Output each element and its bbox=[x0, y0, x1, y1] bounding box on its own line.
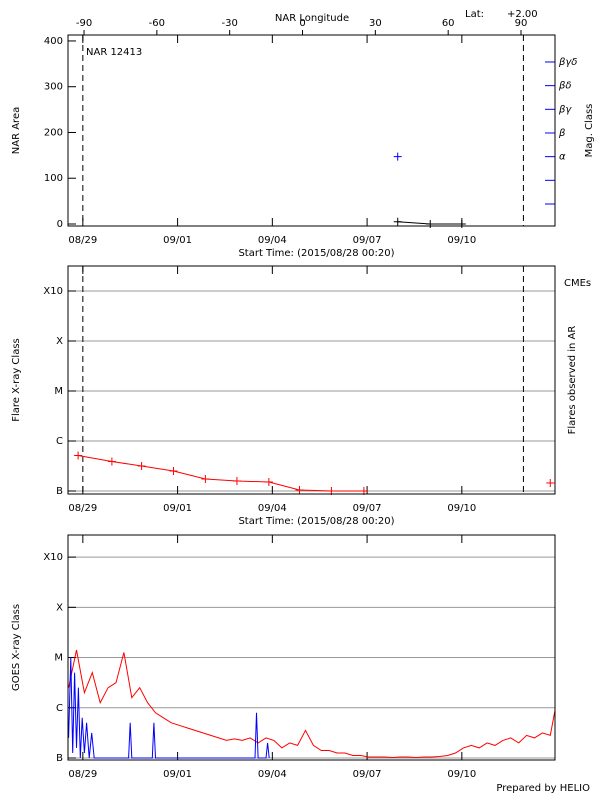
y-tick-label: 300 bbox=[44, 82, 63, 93]
marker bbox=[107, 457, 116, 466]
x-tick-label: 08/29 bbox=[68, 235, 97, 246]
x-tick-label: 09/01 bbox=[163, 235, 192, 246]
x2-axis-label: NAR Longitude bbox=[275, 13, 349, 24]
y2-tick-label: βγδ bbox=[558, 57, 577, 68]
y2-tick-label: β bbox=[558, 128, 566, 139]
x2-tick-label: -90 bbox=[76, 18, 92, 29]
y-tick-label: M bbox=[54, 653, 63, 664]
x2-tick-label: 30 bbox=[369, 18, 382, 29]
y-tick-label: C bbox=[56, 436, 63, 447]
x-tick-label: 09/01 bbox=[163, 769, 192, 780]
marker bbox=[232, 477, 241, 485]
y2-tick-label: βδ bbox=[558, 81, 572, 92]
y-tick-label: X bbox=[56, 336, 63, 347]
y-tick-label: 0 bbox=[57, 219, 63, 230]
x-tick-label: 09/04 bbox=[258, 503, 287, 514]
marker bbox=[457, 219, 466, 228]
series-line bbox=[78, 455, 364, 492]
y-axis-label: NAR Area bbox=[11, 107, 22, 154]
x-tick-label: 09/07 bbox=[353, 235, 382, 246]
marker bbox=[393, 152, 402, 161]
x2-tick-label: 60 bbox=[442, 18, 455, 29]
y-axis-label: GOES X-ray Class bbox=[11, 604, 22, 691]
x-tick-label: 09/07 bbox=[353, 769, 382, 780]
x-tick-label: 09/04 bbox=[258, 235, 287, 246]
y-tick-label: 200 bbox=[44, 127, 63, 138]
x-tick-label: 09/04 bbox=[258, 769, 287, 780]
marker bbox=[546, 479, 555, 487]
y-tick-label: M bbox=[54, 386, 63, 397]
y-tick-label: X bbox=[56, 602, 63, 613]
y-axis-label: Flare X-ray Class bbox=[11, 338, 22, 422]
x-tick-label: 09/01 bbox=[163, 503, 192, 514]
x2-tick-label: -30 bbox=[222, 18, 238, 29]
lat-label: Lat: bbox=[465, 9, 484, 20]
marker bbox=[393, 217, 402, 226]
plot-frame bbox=[67, 534, 556, 761]
y-tick-label: 400 bbox=[44, 36, 63, 47]
x2-tick-label: -60 bbox=[149, 18, 165, 29]
marker bbox=[74, 451, 83, 460]
x-tick-label: 09/10 bbox=[447, 769, 476, 780]
y-tick-label: X10 bbox=[43, 286, 63, 297]
marker bbox=[201, 475, 210, 483]
marker bbox=[426, 219, 435, 228]
y-tick-label: B bbox=[56, 486, 63, 497]
x-axis-label: Start Time: (2015/08/28 00:20) bbox=[238, 516, 394, 527]
x2-tick-label: 90 bbox=[515, 18, 528, 29]
y-tick-label: C bbox=[56, 703, 63, 714]
y2-axis-label: Flares observed in AR bbox=[567, 326, 578, 435]
y-tick-label: 100 bbox=[44, 173, 63, 184]
footer: Prepared by HELIO bbox=[496, 783, 590, 794]
y-tick-label: X10 bbox=[43, 552, 63, 563]
x-tick-label: 09/07 bbox=[353, 503, 382, 514]
x2-tick-label: 0 bbox=[299, 18, 305, 29]
plot-frame bbox=[67, 265, 556, 495]
legend-label: CMEs bbox=[564, 278, 591, 289]
x-axis-label: Start Time: (2015/08/28 00:20) bbox=[238, 248, 394, 259]
x-tick-label: 09/10 bbox=[447, 503, 476, 514]
x-tick-label: 09/10 bbox=[447, 235, 476, 246]
y2-axis-label: Mag. Class bbox=[584, 104, 595, 158]
marker bbox=[264, 478, 273, 486]
lat-value: +2.00 bbox=[507, 9, 538, 20]
x-tick-label: 08/29 bbox=[68, 503, 97, 514]
marker bbox=[295, 486, 304, 494]
chart-title: NAR 12413 bbox=[86, 47, 142, 58]
marker bbox=[137, 462, 146, 470]
marker bbox=[169, 467, 178, 475]
plot-frame bbox=[67, 34, 556, 227]
series-line bbox=[68, 649, 555, 759]
y2-tick-label: α bbox=[559, 152, 566, 163]
y2-tick-label: βγ bbox=[558, 104, 572, 115]
x-tick-label: 08/29 bbox=[68, 769, 97, 780]
series-line bbox=[68, 657, 270, 759]
y-tick-label: B bbox=[56, 753, 63, 764]
